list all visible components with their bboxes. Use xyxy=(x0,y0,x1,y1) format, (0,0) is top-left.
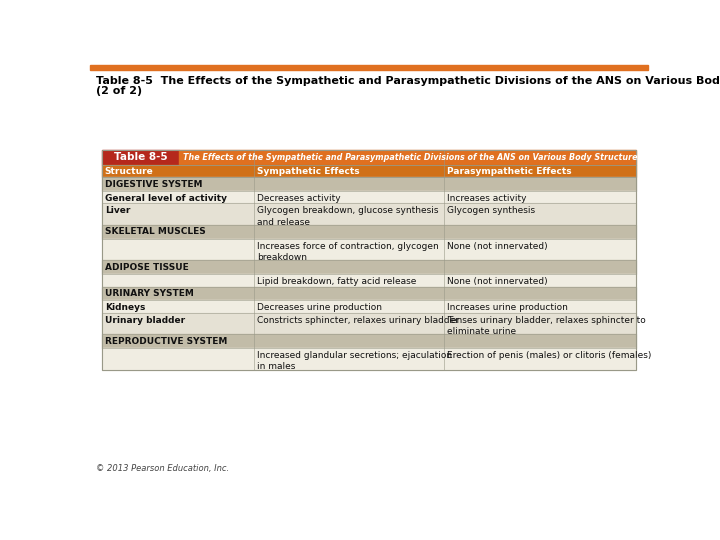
Text: DIGESTIVE SYSTEM: DIGESTIVE SYSTEM xyxy=(104,180,202,188)
Text: Sympathetic Effects: Sympathetic Effects xyxy=(257,166,360,176)
Bar xyxy=(102,300,636,313)
Bar xyxy=(102,334,636,348)
Bar xyxy=(102,150,636,370)
Text: Lipid breakdown, fatty acid release: Lipid breakdown, fatty acid release xyxy=(257,278,416,286)
Text: Increases urine production: Increases urine production xyxy=(447,303,568,313)
Text: Glycogen breakdown, glucose synthesis
and release: Glycogen breakdown, glucose synthesis an… xyxy=(257,206,438,227)
Text: Table 8-5: Table 8-5 xyxy=(114,152,167,162)
Bar xyxy=(102,177,636,191)
Text: © 2013 Pearson Education, Inc.: © 2013 Pearson Education, Inc. xyxy=(96,464,230,473)
Text: Urinary bladder: Urinary bladder xyxy=(104,316,185,325)
Text: None (not innervated): None (not innervated) xyxy=(447,242,548,251)
Text: Kidneys: Kidneys xyxy=(104,303,145,313)
Text: Table 8-5  The Effects of the Sympathetic and Parasympathetic Divisions of the A: Table 8-5 The Effects of the Sympathetic… xyxy=(96,76,720,85)
Text: The Effects of the Sympathetic and Parasympathetic Divisions of the ANS on Vario: The Effects of the Sympathetic and Paras… xyxy=(183,153,698,161)
Text: REPRODUCTIVE SYSTEM: REPRODUCTIVE SYSTEM xyxy=(104,337,227,346)
Text: Decreases urine production: Decreases urine production xyxy=(257,303,382,313)
Text: None (not innervated): None (not innervated) xyxy=(447,278,548,286)
Bar xyxy=(102,150,179,165)
Bar xyxy=(102,191,636,204)
Text: Erection of penis (males) or clitoris (females): Erection of penis (males) or clitoris (f… xyxy=(447,351,652,360)
Bar xyxy=(102,287,636,300)
Text: Glycogen synthesis: Glycogen synthesis xyxy=(447,206,535,215)
Bar xyxy=(102,313,636,334)
Bar xyxy=(102,260,636,274)
Bar xyxy=(102,348,636,370)
Bar xyxy=(102,204,636,225)
Text: URINARY SYSTEM: URINARY SYSTEM xyxy=(104,289,194,298)
Bar xyxy=(179,150,636,165)
Text: Parasympathetic Effects: Parasympathetic Effects xyxy=(447,166,572,176)
Text: ADIPOSE TISSUE: ADIPOSE TISSUE xyxy=(104,263,189,272)
Text: Decreases activity: Decreases activity xyxy=(257,194,341,203)
Text: Liver: Liver xyxy=(104,206,130,215)
Text: Structure: Structure xyxy=(104,166,153,176)
Bar xyxy=(102,239,636,260)
Text: Increases force of contraction, glycogen
breakdown: Increases force of contraction, glycogen… xyxy=(257,242,439,262)
Bar xyxy=(102,274,636,287)
Text: Increases activity: Increases activity xyxy=(447,194,526,203)
Text: Increased glandular secretions; ejaculation
in males: Increased glandular secretions; ejaculat… xyxy=(257,351,452,372)
Bar xyxy=(90,65,648,70)
Text: (2 of 2): (2 of 2) xyxy=(96,85,143,96)
Text: General level of activity: General level of activity xyxy=(104,194,227,203)
Text: Tenses urinary bladder, relaxes sphincter to
eliminate urine: Tenses urinary bladder, relaxes sphincte… xyxy=(447,316,646,336)
Text: Constricts sphincter, relaxes urinary bladder: Constricts sphincter, relaxes urinary bl… xyxy=(257,316,459,325)
Bar xyxy=(102,165,636,177)
Text: SKELETAL MUSCLES: SKELETAL MUSCLES xyxy=(104,227,205,237)
Bar xyxy=(102,225,636,239)
